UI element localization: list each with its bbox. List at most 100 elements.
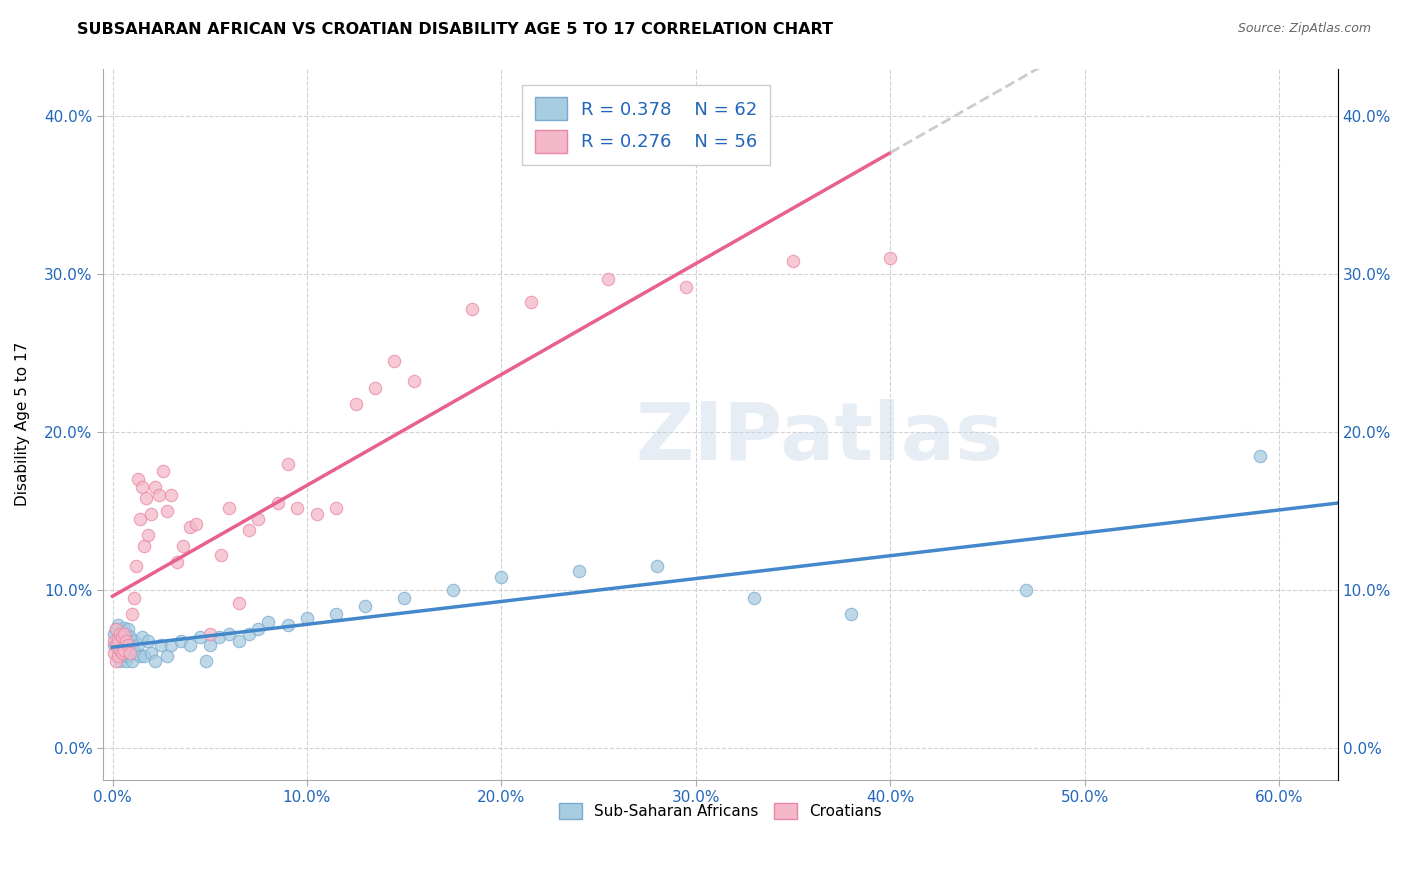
Point [143,480,166,494]
Point [110,643,132,657]
Point [186,516,208,531]
Point [148,488,170,502]
Point [112,643,135,657]
Text: Source: ZipAtlas.com: Source: ZipAtlas.com [1237,22,1371,36]
Point [238,627,260,641]
Point [103,633,125,648]
Point [105,638,128,652]
Point [152,465,174,479]
Point [344,396,367,410]
Point [132,539,155,553]
Point [228,633,250,648]
Point [117,638,139,652]
Point [128,512,150,526]
Point [136,633,159,648]
Point [441,582,464,597]
Point [150,638,173,652]
Point [107,617,129,632]
Point [107,646,129,660]
Point [110,627,132,641]
Point [295,611,318,625]
Point [131,480,153,494]
Point [645,559,668,574]
Point [742,591,765,605]
Point [115,654,138,668]
Point [194,654,217,668]
Point [143,654,166,668]
Point [675,279,697,293]
Point [172,539,194,553]
Point [132,649,155,664]
Point [110,638,132,652]
Point [121,607,143,621]
Point [277,457,299,471]
Point [112,646,135,660]
Point [111,624,134,638]
Point [107,649,129,664]
Point [392,591,415,605]
Point [384,354,406,368]
Point [257,615,280,629]
Point [156,504,179,518]
Point [238,523,260,537]
Point [118,646,141,660]
Point [103,646,125,660]
Point [1015,582,1038,597]
Point [135,491,157,506]
Point [402,375,425,389]
Point [277,617,299,632]
Legend: Sub-Saharan Africans, Croatians: Sub-Saharan Africans, Croatians [553,797,887,825]
Point [179,520,201,534]
Point [169,633,191,648]
Point [141,646,163,660]
Point [112,631,135,645]
Point [160,638,183,652]
Point [111,631,134,645]
Point [103,627,125,641]
Point [156,649,179,664]
Point [879,251,901,265]
Point [115,638,138,652]
Point [188,631,211,645]
Point [117,623,139,637]
Point [285,500,308,515]
Point [228,596,250,610]
Point [247,623,270,637]
Point [128,649,150,664]
Point [364,381,387,395]
Point [111,646,134,660]
Point [218,500,240,515]
Point [112,621,135,635]
Point [841,607,863,621]
Text: ZIPatlas: ZIPatlas [636,400,1002,477]
Point [305,507,328,521]
Point [117,649,139,664]
Point [198,627,221,641]
Point [107,631,129,645]
Point [122,633,145,648]
Point [121,654,143,668]
Point [117,633,139,648]
Point [115,633,138,648]
Point [122,591,145,605]
Point [267,496,290,510]
Point [118,646,141,660]
Point [127,472,149,486]
Point [141,507,163,521]
Point [218,627,240,641]
Point [209,548,232,562]
Point [107,633,129,648]
Point [136,527,159,541]
Point [105,623,128,637]
Point [105,654,128,668]
Point [112,627,135,641]
Point [166,555,188,569]
Point [325,607,347,621]
Point [1249,449,1271,463]
Point [247,512,270,526]
Point [121,638,143,652]
Point [125,646,148,660]
Point [782,254,804,268]
Point [208,631,231,645]
Point [111,633,134,648]
